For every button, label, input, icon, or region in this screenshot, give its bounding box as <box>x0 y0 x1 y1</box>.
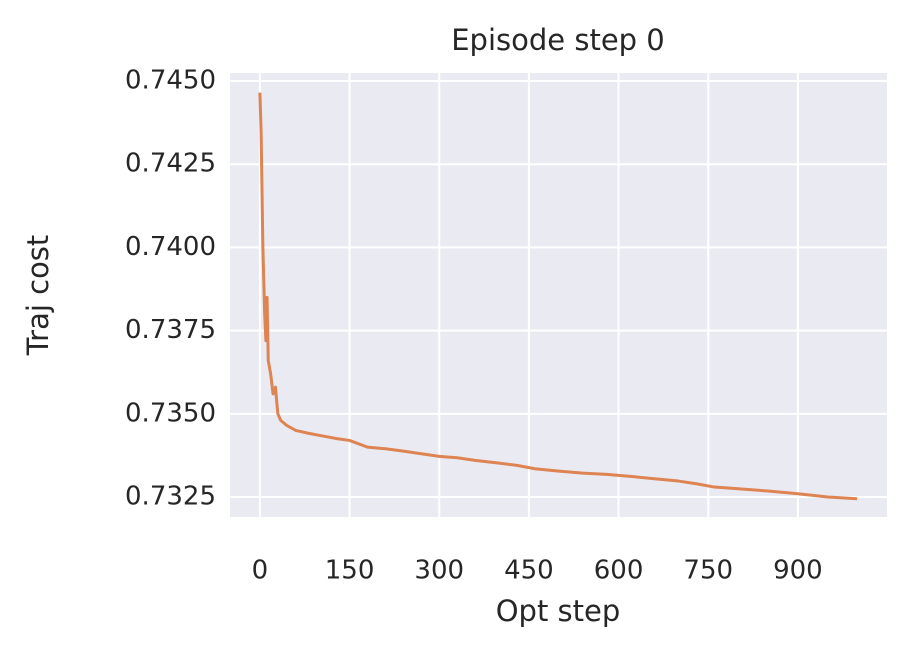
x-tick-label: 450 <box>504 556 554 586</box>
x-tick-label: 300 <box>414 556 464 586</box>
y-axis-label: Traj cost <box>21 235 55 357</box>
x-tick-label: 150 <box>325 556 375 586</box>
y-tick-label: 0.7400 <box>125 232 216 262</box>
line-series <box>258 92 858 501</box>
y-tick-label: 0.7425 <box>125 149 216 179</box>
x-axis-label: Opt step <box>496 594 621 628</box>
y-tick-label: 0.7375 <box>125 315 216 345</box>
plot-area <box>230 73 887 517</box>
chart-title: Episode step 0 <box>451 23 665 57</box>
y-tick-label: 0.7450 <box>125 65 216 95</box>
x-tick-label: 0 <box>252 556 269 586</box>
y-tick-label: 0.7350 <box>125 398 216 428</box>
x-tick-label: 900 <box>773 556 823 586</box>
y-tick-label: 0.7325 <box>125 482 216 512</box>
x-tick-label: 600 <box>594 556 644 586</box>
x-tick-label: 750 <box>683 556 733 586</box>
